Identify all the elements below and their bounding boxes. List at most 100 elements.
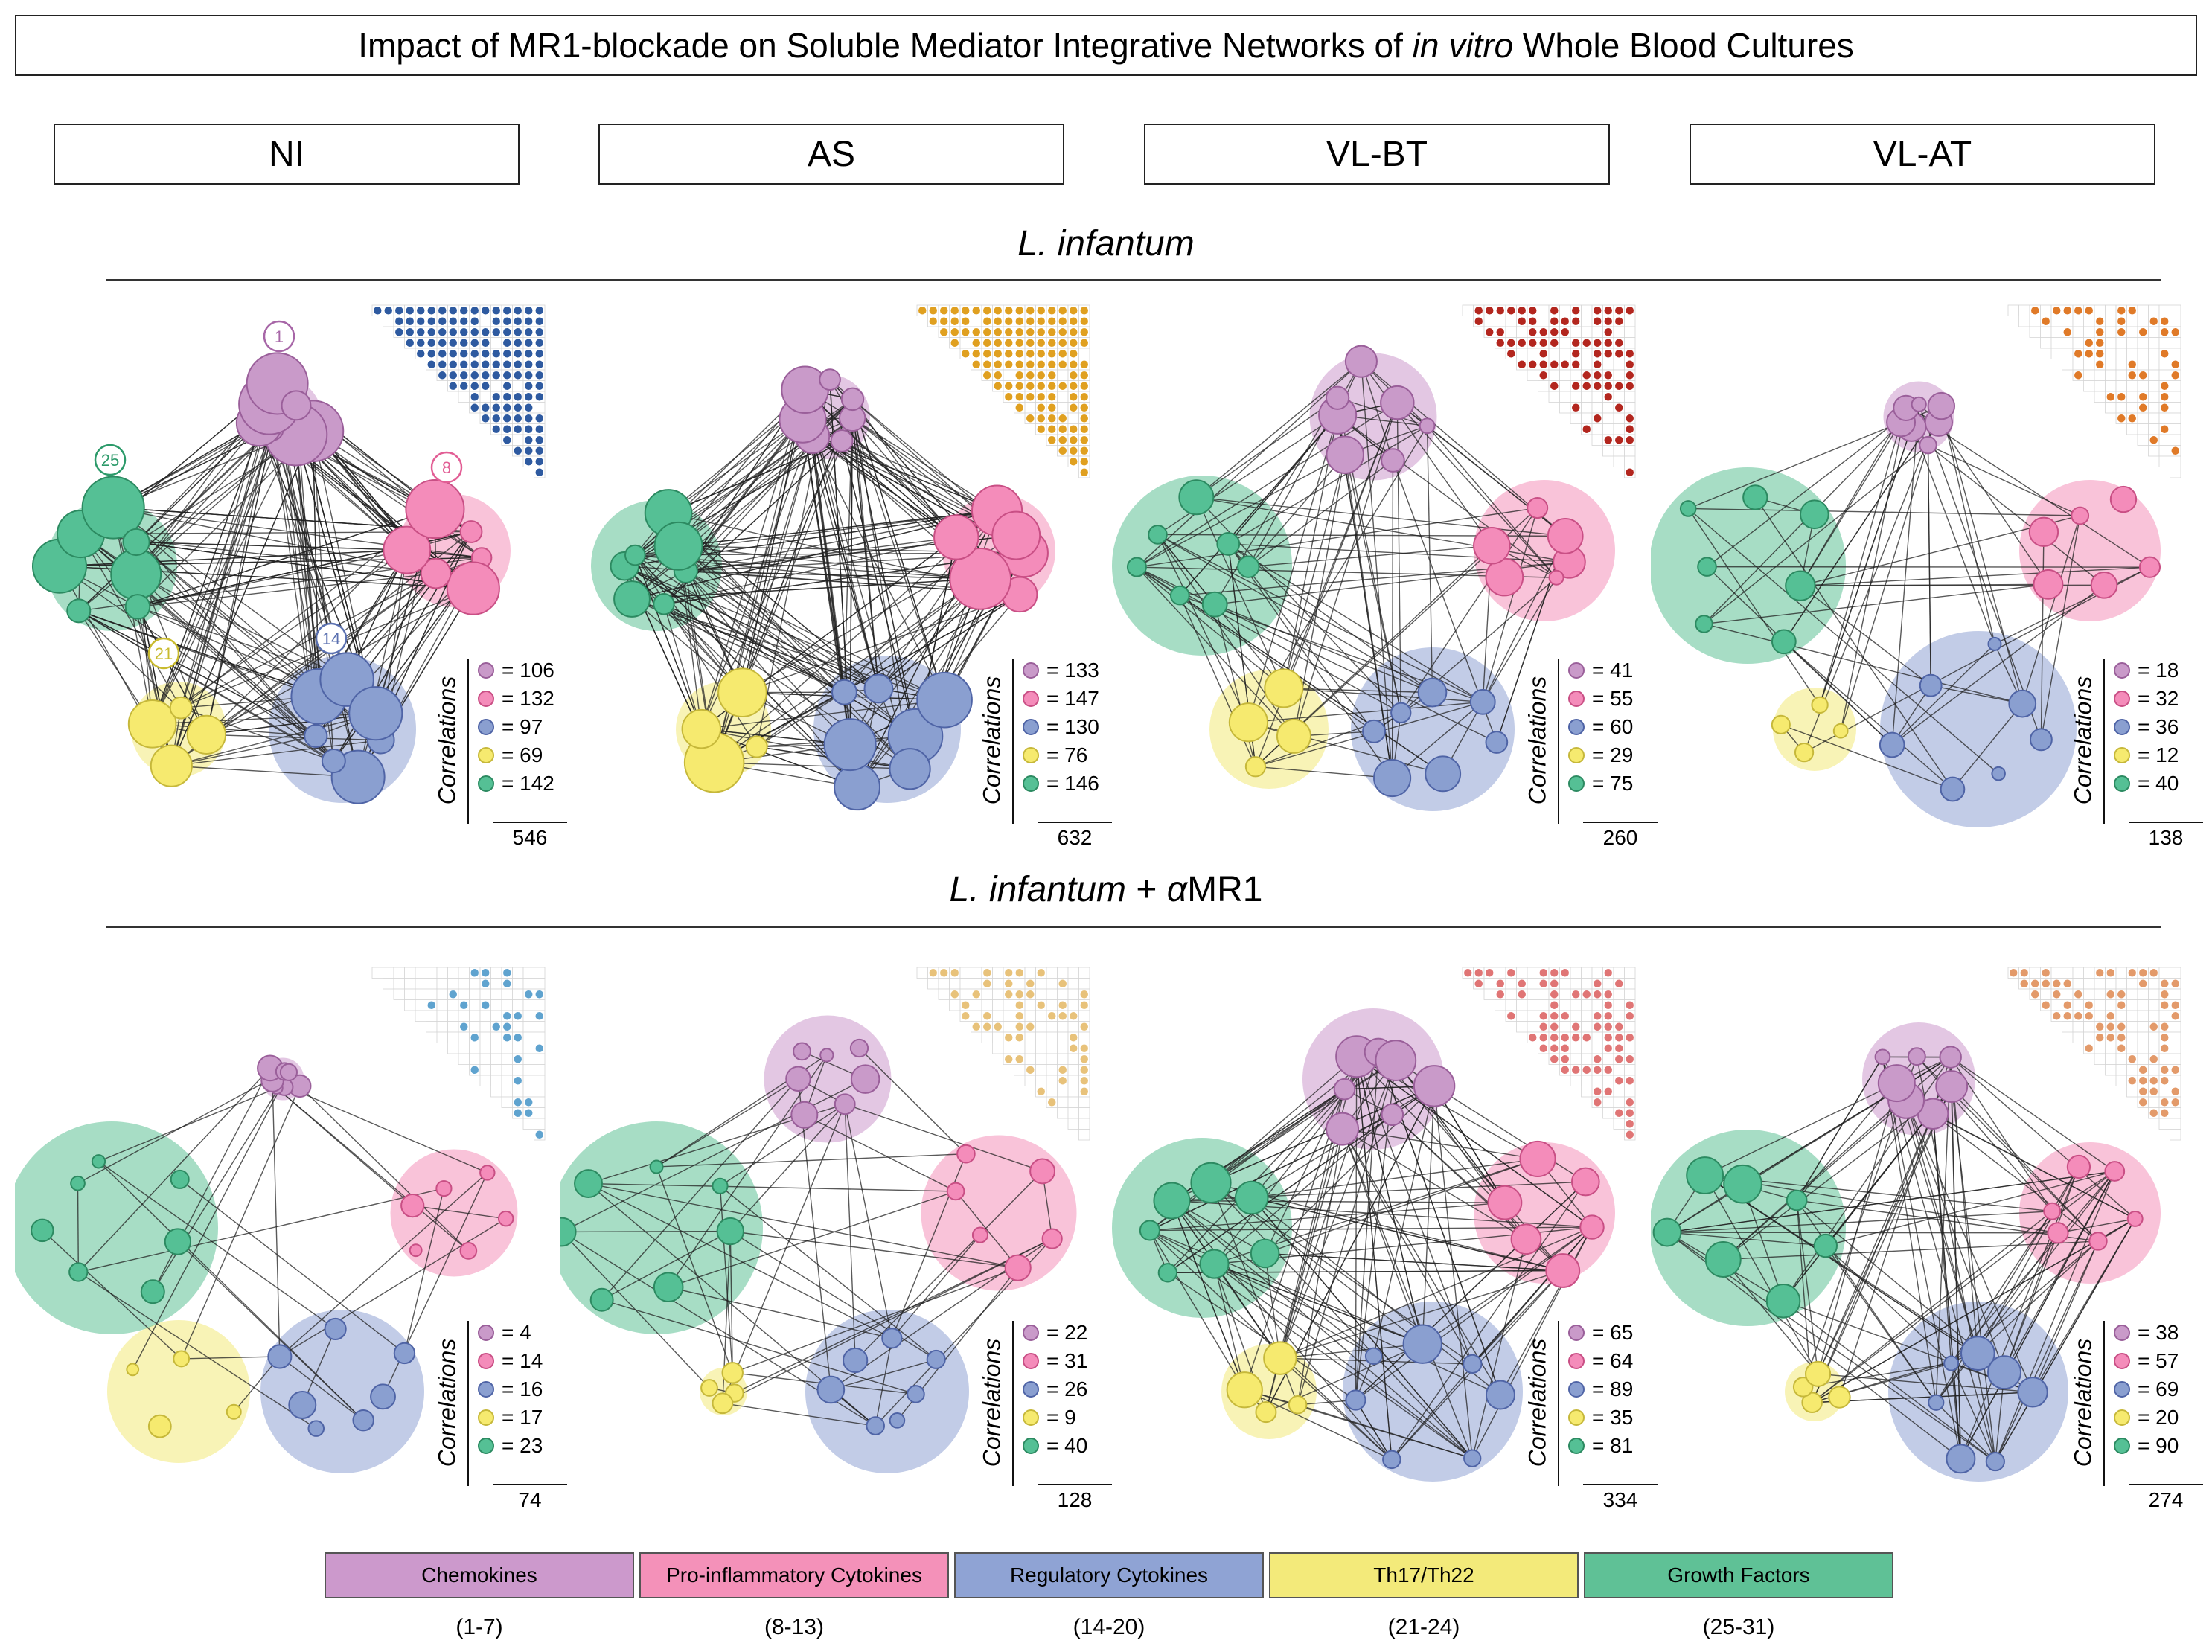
matrix-dot <box>1604 1044 1612 1052</box>
mediator-node <box>70 1175 86 1191</box>
matrix-cell <box>1516 1010 1528 1022</box>
matrix-dot <box>983 350 991 358</box>
annotation-number: 8 <box>442 458 451 477</box>
matrix-cell <box>1067 988 1079 1000</box>
matrix-cell <box>2170 1129 2181 1141</box>
correlation-edge <box>1951 1211 2053 1364</box>
matrix-dot <box>395 328 403 336</box>
mediator-node <box>1723 1164 1762 1204</box>
matrix-dot <box>1070 1012 1078 1020</box>
matrix-cell <box>2137 1053 2149 1065</box>
matrix-dot <box>1080 1022 1088 1031</box>
matrix-cell <box>2083 978 2095 990</box>
matrix-cell <box>2148 391 2160 403</box>
legend-row: = 75 <box>1568 771 1633 796</box>
legend-dot <box>1568 691 1585 707</box>
matrix-cell <box>2158 1118 2170 1130</box>
mediator-node <box>721 1362 744 1384</box>
matrix-cell <box>1495 316 1506 327</box>
matrix-dot <box>2149 1087 2158 1095</box>
matrix-dot <box>1037 382 1045 390</box>
mediator-node <box>840 387 865 412</box>
legend-row: = 4 <box>478 1320 531 1345</box>
matrix-cell <box>2137 380 2149 392</box>
mediator-node <box>1828 1386 1851 1409</box>
legend-dot <box>1568 662 1585 679</box>
correlation-edge <box>1433 1085 1586 1182</box>
matrix-dot <box>2085 1001 2093 1009</box>
mediator-node <box>1652 1217 1682 1247</box>
matrix-dot <box>1539 1044 1547 1052</box>
mediator-node <box>1939 1046 1962 1069</box>
matrix-dot <box>1604 1087 1612 1095</box>
correlation-edge <box>891 1235 981 1339</box>
correlation-edge <box>1932 1113 2099 1242</box>
matrix-dot <box>395 317 403 325</box>
legend-row: = 147 <box>1023 686 1099 711</box>
correlation-edge <box>1931 685 2023 705</box>
correlation-legend: Correlations = 18 = 32 = 36 = 12 = 40 138 <box>2066 655 2212 856</box>
matrix-cell <box>512 1021 524 1033</box>
group-header-ni: NI <box>54 124 520 185</box>
mediator-node <box>1041 1228 1063 1249</box>
matrix-dot <box>535 1012 543 1020</box>
matrix-dot <box>1572 990 1580 999</box>
correlation-edge <box>1227 543 1433 694</box>
matrix-cell <box>1602 445 1614 457</box>
matrix-dot <box>2085 350 2093 358</box>
correlation-edge <box>1687 508 1821 705</box>
correlation-edge <box>1279 1226 1593 1359</box>
matrix-cell <box>1527 1010 1538 1022</box>
matrix-dot <box>2139 979 2147 987</box>
legend-count: = 133 <box>1046 659 1099 682</box>
matrix-dot <box>1561 1055 1569 1063</box>
matrix-cell <box>2158 304 2170 316</box>
matrix-cell <box>1057 1107 1069 1119</box>
network-panel-bottom-ni: Correlations = 4 = 14 = 16 = 17 = 23 74 <box>15 960 567 1525</box>
legend-count: = 26 <box>1046 1377 1088 1400</box>
correlation-edge <box>1279 1128 1343 1359</box>
matrix-dot <box>1015 990 1023 999</box>
matrix-cell <box>404 999 416 1011</box>
matrix-cell <box>1057 1043 1069 1054</box>
matrix-cell <box>447 978 459 990</box>
matrix-dot <box>503 1012 511 1020</box>
matrix-dot <box>1518 360 1526 368</box>
legend-count: = 29 <box>1592 743 1634 766</box>
matrix-dot <box>2063 328 2071 336</box>
matrix-dot <box>482 371 490 380</box>
correlation-legend: Correlations = 22 = 31 = 26 = 9 = 40 128 <box>975 1317 1146 1518</box>
correlation-edge <box>851 417 916 737</box>
matrix-dot <box>1539 328 1547 336</box>
matrix-cell <box>1067 1075 1079 1086</box>
matrix-dot <box>2171 1098 2179 1107</box>
matrix-dot <box>482 969 490 977</box>
network-graph <box>1112 967 1636 1482</box>
matrix-dot <box>1496 307 1504 315</box>
correlation-edge <box>1707 566 1893 746</box>
correlation-edge <box>171 735 316 766</box>
matrix-dot <box>449 317 457 325</box>
correlation-edge <box>668 1287 892 1339</box>
matrix-dot <box>1058 436 1067 444</box>
matrix-cell <box>479 1064 491 1076</box>
matrix-cell <box>1548 369 1560 381</box>
legend-row: = 16 <box>478 1377 543 1402</box>
matrix-dot <box>1005 382 1013 390</box>
legend-dot <box>2114 662 2130 679</box>
matrix-dot <box>1582 382 1591 390</box>
matrix-dot <box>2085 1044 2093 1052</box>
correlations-label: Correlations <box>975 662 1009 819</box>
matrix-cell <box>436 988 448 1000</box>
correlation-edge <box>1796 1057 1884 1201</box>
correlation-edge <box>1361 361 1394 461</box>
matrix-dot <box>525 990 533 999</box>
matrix-cell <box>501 1075 513 1086</box>
matrix-dot <box>2139 403 2147 412</box>
matrix-dot <box>503 403 511 412</box>
mediator-node <box>1228 702 1269 743</box>
legend-count: = 89 <box>1592 1377 1634 1400</box>
correlation-edge <box>701 699 945 730</box>
correlation-edge <box>1355 1226 1593 1401</box>
matrix-dot <box>514 1098 522 1107</box>
